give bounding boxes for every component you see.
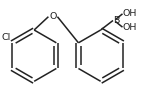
Text: Cl: Cl bbox=[2, 33, 11, 42]
Text: B: B bbox=[114, 16, 120, 25]
Text: OH: OH bbox=[123, 9, 137, 18]
Text: O: O bbox=[50, 12, 57, 21]
Text: OH: OH bbox=[123, 23, 137, 32]
